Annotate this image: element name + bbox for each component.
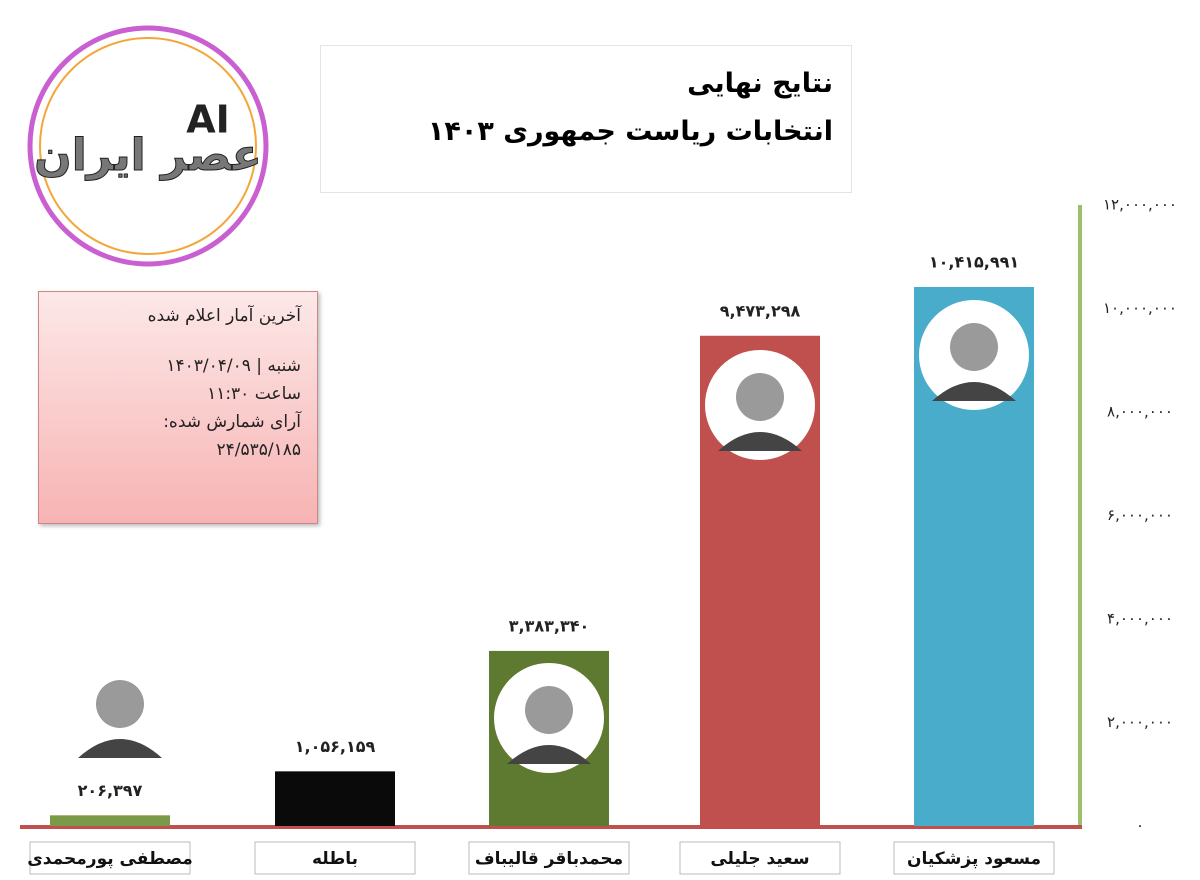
bar [50, 815, 170, 826]
portrait-face [736, 373, 784, 421]
x-tick-label: سعید جلیلی [710, 849, 809, 869]
y-tick-label: ۲,۰۰۰,۰۰۰ [1107, 713, 1173, 731]
y-tick-label: ۱۲,۰۰۰,۰۰۰ [1103, 196, 1177, 214]
title-box: نتایج نهایی انتخابات ریاست جمهوری ۱۴۰۳ [320, 45, 852, 193]
portrait-body [718, 432, 802, 451]
logo-ring-inner [39, 37, 257, 255]
chart-title: نتایج نهایی [687, 68, 833, 99]
portrait-body [507, 745, 591, 764]
y-tick-label: ۶,۰۰۰,۰۰۰ [1107, 506, 1173, 524]
x-tick-label: مسعود پزشکیان [907, 849, 1041, 869]
portrait-face [525, 686, 573, 734]
category-box [468, 841, 630, 875]
y-tick-label: ۴,۰۰۰,۰۰۰ [1107, 610, 1173, 628]
y-tick-label: ۰ [1136, 817, 1144, 835]
value-label: ۲۰۶,۳۹۷ [78, 781, 143, 800]
info-line: شنبه | ۱۴۰۳/۰۴/۰۹ [166, 356, 301, 376]
info-line: ساعت ۱۱:۳۰ [207, 384, 301, 404]
info-line: ۲۴/۵۳۵/۱۸۵ [216, 440, 301, 460]
category-box [893, 841, 1055, 875]
value-label: ۱,۰۵۶,۱۵۹ [295, 737, 376, 756]
info-heading: آخرین آمار اعلام شده [147, 306, 301, 326]
portrait-face [950, 323, 998, 371]
logo-mark: AI [186, 98, 230, 142]
info-box: آخرین آمار اعلام شده شنبه | ۱۴۰۳/۰۴/۰۹ س… [38, 291, 318, 524]
x-tick-label: محمدباقر قالیباف [475, 849, 623, 869]
x-tick-label: باطله [312, 849, 358, 869]
category-box [29, 841, 191, 875]
value-label: ۱۰,۴۱۵,۹۹۱ [929, 252, 1019, 271]
category-box [679, 841, 841, 875]
portrait-body [78, 739, 162, 758]
value-label: ۹,۴۷۳,۲۹۸ [720, 301, 801, 320]
portrait-face [96, 680, 144, 728]
bar [275, 771, 395, 826]
x-tick-label: مصطفی پورمحمدی [27, 849, 193, 869]
info-line: آرای شمارش شده: [163, 412, 301, 432]
portrait-body [932, 382, 1016, 401]
value-label: ۳,۳۸۳,۳۴۰ [509, 616, 590, 635]
y-tick-label: ۱۰,۰۰۰,۰۰۰ [1103, 299, 1177, 317]
category-box [254, 841, 416, 875]
chart-subtitle: انتخابات ریاست جمهوری ۱۴۰۳ [427, 116, 833, 147]
logo-text: عصر ایران [34, 130, 262, 181]
y-tick-label: ۸,۰۰۰,۰۰۰ [1107, 403, 1173, 421]
